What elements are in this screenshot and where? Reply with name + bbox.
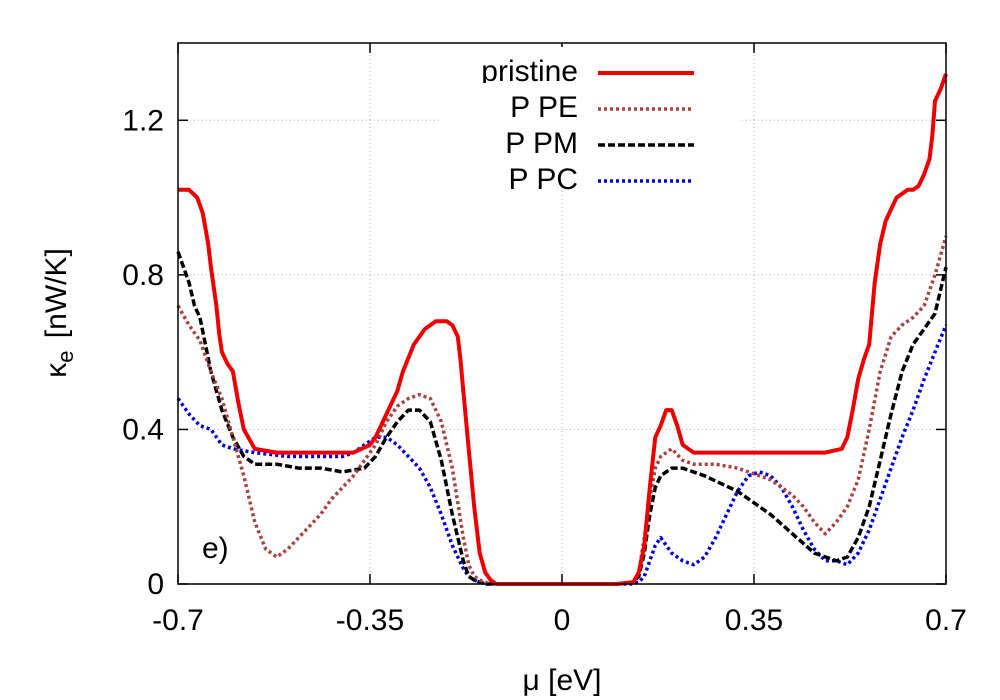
y-axis-label: κe [nW/K] — [40, 248, 78, 378]
x-tick-label: 0.7 — [925, 604, 967, 637]
y-tick-label: 0.4 — [122, 413, 164, 446]
series-line-p-pe — [176, 235, 948, 586]
x-tick-label: 0.35 — [725, 604, 783, 637]
y-tick-label: 1.2 — [122, 104, 164, 137]
y-tick-label: 0.8 — [122, 259, 164, 292]
legend-entry-bg — [440, 155, 740, 189]
legend-entry-bg — [440, 83, 740, 117]
x-tick-label: -0.7 — [152, 604, 204, 637]
legend-entry-bg — [440, 47, 740, 81]
legend-label-p-pm: P PM — [505, 127, 578, 160]
y-axis-label-spacer — [40, 342, 73, 350]
legend-label-p-pe: P PE — [510, 91, 578, 124]
series-line-p-pm — [176, 251, 948, 586]
legend-entry-bg — [440, 119, 740, 153]
y-tick-label: 0 — [147, 568, 164, 601]
x-axis-label: μ [eV] — [523, 664, 602, 697]
panel-annotation: e) — [202, 532, 229, 565]
y-axis-label-symbol: κ — [40, 362, 73, 378]
tick-layer: 0 0.4 0.8 1.2 -0.7 -0.35 0 0.35 0.7 — [122, 43, 967, 637]
legend-label-pristine: pristine — [481, 55, 578, 88]
x-tick-label: -0.35 — [336, 604, 404, 637]
y-axis-label-unit: [nW/K] — [40, 248, 73, 338]
y-axis-label-subscript: e — [53, 351, 78, 363]
x-tick-label: 0 — [554, 604, 571, 637]
legend-label-p-pc: P PC — [509, 163, 578, 196]
